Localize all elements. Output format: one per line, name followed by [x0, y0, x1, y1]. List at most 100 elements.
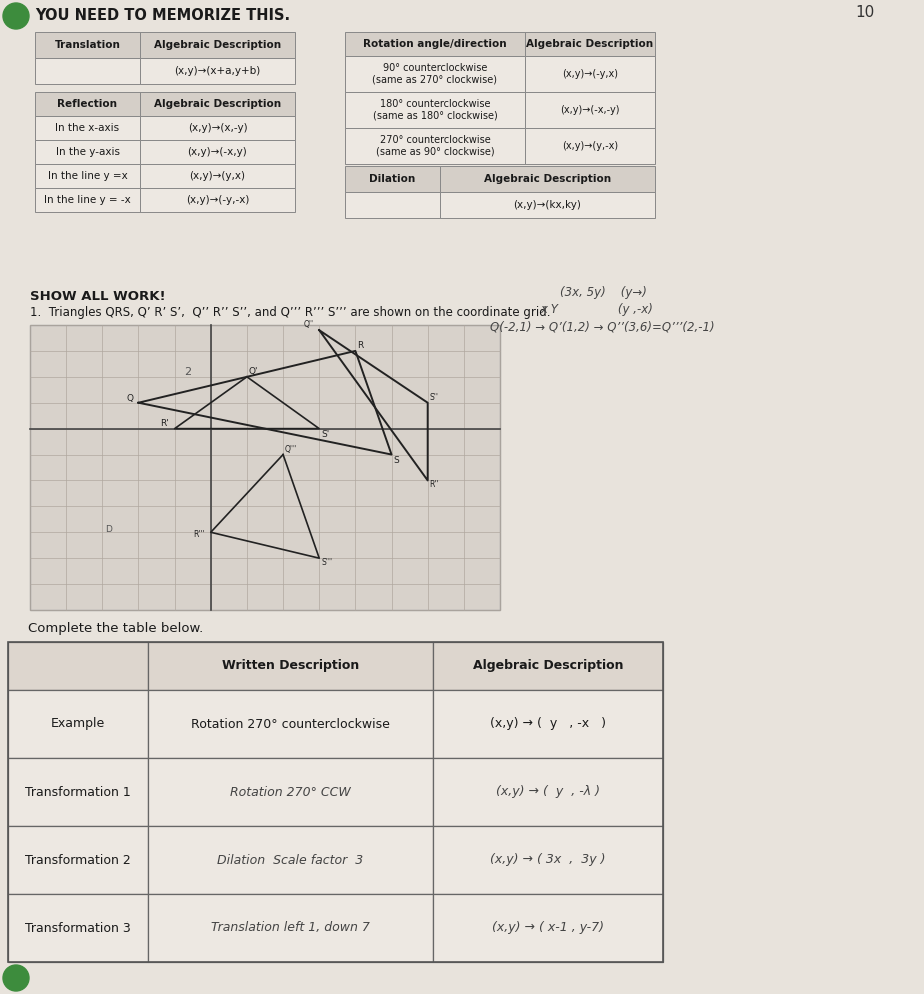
Text: 180° counterclockwise
(same as 180° clockwise): 180° counterclockwise (same as 180° cloc…: [372, 99, 497, 121]
Bar: [345, 92, 525, 128]
Bar: [140, 58, 295, 84]
Text: (3x, 5y)    (y→): (3x, 5y) (y→): [560, 286, 647, 299]
Bar: [433, 894, 663, 962]
Bar: [345, 32, 525, 56]
Text: (x,y)→(-x,-y): (x,y)→(-x,-y): [560, 105, 620, 115]
Text: In the line y = -x: In the line y = -x: [44, 195, 131, 205]
Bar: [148, 826, 433, 894]
Bar: [433, 826, 663, 894]
Text: S: S: [394, 455, 399, 464]
Text: R''': R''': [193, 530, 204, 540]
Text: 2: 2: [185, 367, 192, 377]
Bar: [140, 164, 295, 188]
Bar: [35, 188, 140, 212]
Bar: [140, 188, 295, 212]
Bar: [433, 642, 663, 690]
Text: (x,y)→(y,x): (x,y)→(y,x): [189, 171, 246, 181]
Text: Translation: Translation: [55, 40, 120, 50]
Text: Algebraic Description: Algebraic Description: [154, 40, 281, 50]
Bar: [8, 826, 148, 894]
Text: S''': S''': [322, 559, 333, 568]
Text: (x,y) → ( 3x  ,  3y ): (x,y) → ( 3x , 3y ): [491, 854, 606, 867]
Text: (x,y)→(y,-x): (x,y)→(y,-x): [562, 141, 618, 151]
Text: (x,y)→(-y,x): (x,y)→(-y,x): [562, 69, 618, 79]
Text: (x,y)→(-y,-x): (x,y)→(-y,-x): [186, 195, 249, 205]
Text: Algebraic Description: Algebraic Description: [527, 39, 653, 49]
Bar: [35, 58, 140, 84]
Text: Rotation angle/direction: Rotation angle/direction: [363, 39, 506, 49]
Text: (x,y) → ( x-1 , y-7): (x,y) → ( x-1 , y-7): [492, 921, 604, 934]
Bar: [140, 32, 295, 58]
Text: Dilation  Scale factor  3: Dilation Scale factor 3: [217, 854, 364, 867]
Bar: [525, 128, 655, 164]
Bar: [440, 192, 655, 218]
Bar: [148, 758, 433, 826]
Text: Reflection: Reflection: [57, 99, 117, 109]
Text: Complete the table below.: Complete the table below.: [28, 622, 203, 635]
Bar: [35, 140, 140, 164]
Text: SHOW ALL WORK!: SHOW ALL WORK!: [30, 290, 165, 303]
Bar: [345, 166, 440, 192]
Circle shape: [3, 3, 29, 29]
Text: (x,y)→(x,-y): (x,y)→(x,-y): [188, 123, 248, 133]
Bar: [8, 690, 148, 758]
Text: 10: 10: [855, 5, 874, 20]
Bar: [35, 92, 140, 116]
Text: R': R': [161, 418, 169, 427]
Text: D: D: [105, 525, 112, 534]
Bar: [140, 92, 295, 116]
Text: Rotation 270° counterclockwise: Rotation 270° counterclockwise: [191, 718, 390, 731]
Bar: [525, 32, 655, 56]
Bar: [35, 32, 140, 58]
Text: Q''': Q''': [286, 444, 298, 453]
Bar: [30, 325, 500, 610]
Text: In the line y =x: In the line y =x: [48, 171, 128, 181]
Text: (x,y) → (  y  , -λ ): (x,y) → ( y , -λ ): [496, 785, 600, 798]
Bar: [433, 758, 663, 826]
Text: S': S': [322, 429, 330, 438]
Bar: [8, 894, 148, 962]
Bar: [440, 166, 655, 192]
Text: R: R: [358, 341, 364, 350]
Text: Algebraic Description: Algebraic Description: [484, 174, 611, 184]
Text: Transformation 1: Transformation 1: [25, 785, 131, 798]
Bar: [35, 116, 140, 140]
Text: R'': R'': [430, 480, 439, 489]
Text: Q'': Q'': [303, 320, 313, 329]
Text: Q': Q': [249, 367, 259, 376]
Text: Transformation 3: Transformation 3: [25, 921, 131, 934]
Bar: [525, 56, 655, 92]
Bar: [8, 642, 148, 690]
Bar: [433, 690, 663, 758]
Text: Example: Example: [51, 718, 105, 731]
Bar: [148, 642, 433, 690]
Text: In the x-axis: In the x-axis: [55, 123, 119, 133]
Text: (x,y)→(kx,ky): (x,y)→(kx,ky): [514, 200, 581, 210]
Bar: [148, 690, 433, 758]
Bar: [525, 92, 655, 128]
Bar: [8, 642, 663, 962]
Text: Dilation: Dilation: [370, 174, 416, 184]
Text: (x,y)→(x+a,y+b): (x,y)→(x+a,y+b): [175, 66, 261, 76]
Text: Q(-2,1) → Q’(1,2) → Q’’(3,6)=Q’’’(2,-1): Q(-2,1) → Q’(1,2) → Q’’(3,6)=Q’’’(2,-1): [490, 320, 714, 333]
Bar: [345, 128, 525, 164]
Text: 1.  Triangles QRS, Q’ R’ S’,  Q’’ R’’ S’’, and Q’’’ R’’’ S’’’ are shown on the c: 1. Triangles QRS, Q’ R’ S’, Q’’ R’’ S’’,…: [30, 306, 551, 319]
Bar: [35, 164, 140, 188]
Text: (x,y) → (  y   , -x   ): (x,y) → ( y , -x ): [490, 718, 606, 731]
Text: Transformation 2: Transformation 2: [25, 854, 131, 867]
Bar: [345, 192, 440, 218]
Text: S'': S'': [430, 393, 439, 402]
Text: (x,y)→(-x,y): (x,y)→(-x,y): [188, 147, 248, 157]
Text: Q: Q: [127, 394, 133, 403]
Bar: [345, 56, 525, 92]
Text: Rotation 270° CCW: Rotation 270° CCW: [230, 785, 351, 798]
Text: 270° counterclockwise
(same as 90° clockwise): 270° counterclockwise (same as 90° clock…: [376, 135, 494, 157]
Text: x Y                (y ,-x): x Y (y ,-x): [540, 303, 653, 316]
Bar: [8, 758, 148, 826]
Circle shape: [3, 965, 29, 991]
Text: Translation left 1, down 7: Translation left 1, down 7: [211, 921, 370, 934]
Text: Algebraic Description: Algebraic Description: [154, 99, 281, 109]
Text: YOU NEED TO MEMORIZE THIS.: YOU NEED TO MEMORIZE THIS.: [35, 8, 290, 23]
Text: Written Description: Written Description: [222, 659, 359, 673]
Text: 90° counterclockwise
(same as 270° clockwise): 90° counterclockwise (same as 270° clock…: [372, 64, 497, 84]
